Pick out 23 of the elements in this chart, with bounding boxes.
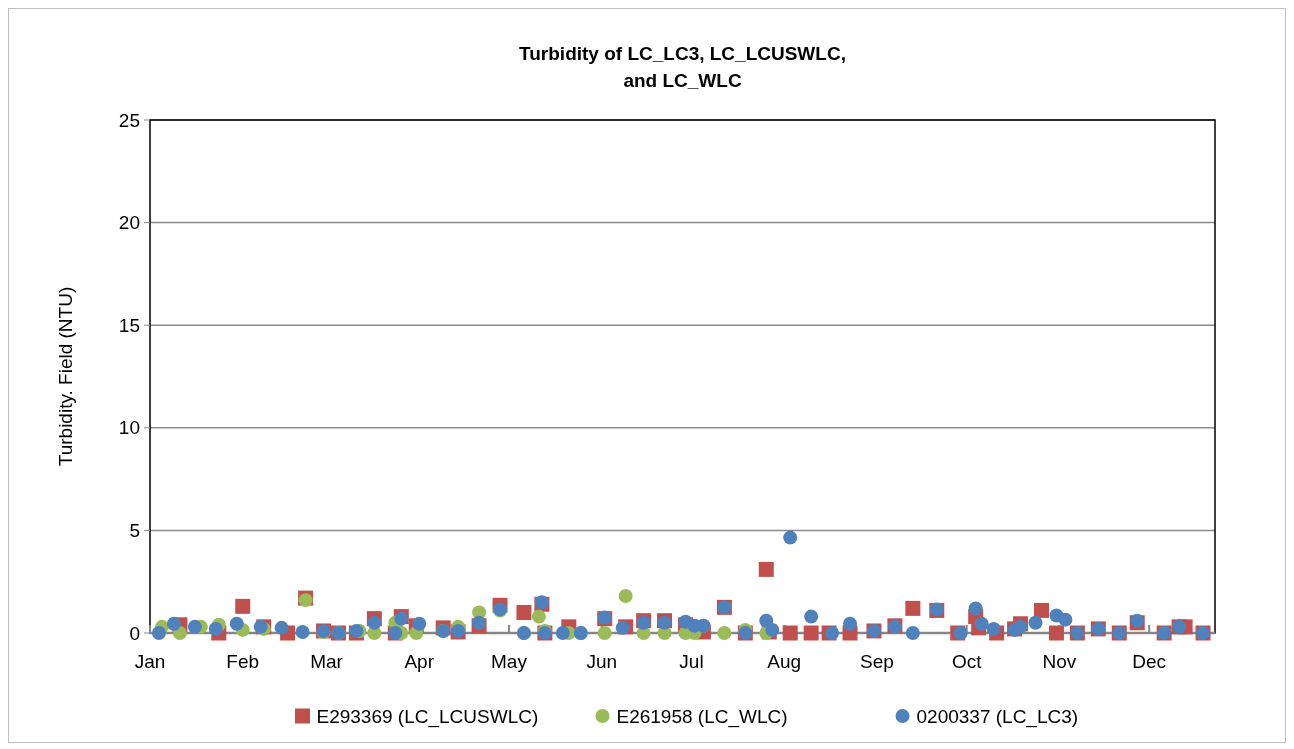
legend-label: E293369 (LC_LCUSWLC) bbox=[316, 705, 539, 728]
x-tick-label: May bbox=[491, 651, 528, 672]
x-tick-label: Feb bbox=[226, 651, 260, 672]
x-tick-label: Aug bbox=[767, 651, 802, 672]
x-tick-label: Oct bbox=[951, 651, 983, 672]
y-tick-label: 15 bbox=[118, 314, 140, 336]
x-tick-label: Jun bbox=[586, 651, 618, 672]
x-tick-label: Sep bbox=[860, 651, 894, 672]
x-tick-label: Mar bbox=[310, 651, 344, 672]
y-tick-label: 0 bbox=[129, 622, 140, 644]
x-tick-label: Nov bbox=[1042, 651, 1077, 672]
y-tick-label: 25 bbox=[118, 109, 140, 131]
y-axis-title: Turbidity. Field (NTU) bbox=[55, 286, 76, 467]
y-tick-label: 5 bbox=[129, 520, 140, 542]
y-tick-label: 10 bbox=[118, 417, 140, 439]
chart-title: Turbidity of LC_LC3, LC_LCUSWLC, and LC_WLC bbox=[519, 43, 846, 91]
x-tick-label: Apr bbox=[404, 651, 435, 672]
x-tick-label: Dec bbox=[1132, 651, 1167, 672]
x-tick-label: Jul bbox=[679, 651, 704, 672]
legend-label: 0200337 (LC_LC3) bbox=[916, 705, 1079, 728]
legend-label: E261958 (LC_WLC) bbox=[616, 705, 788, 728]
x-tick-label: Jan bbox=[134, 651, 166, 672]
y-tick-label: 20 bbox=[118, 212, 140, 234]
